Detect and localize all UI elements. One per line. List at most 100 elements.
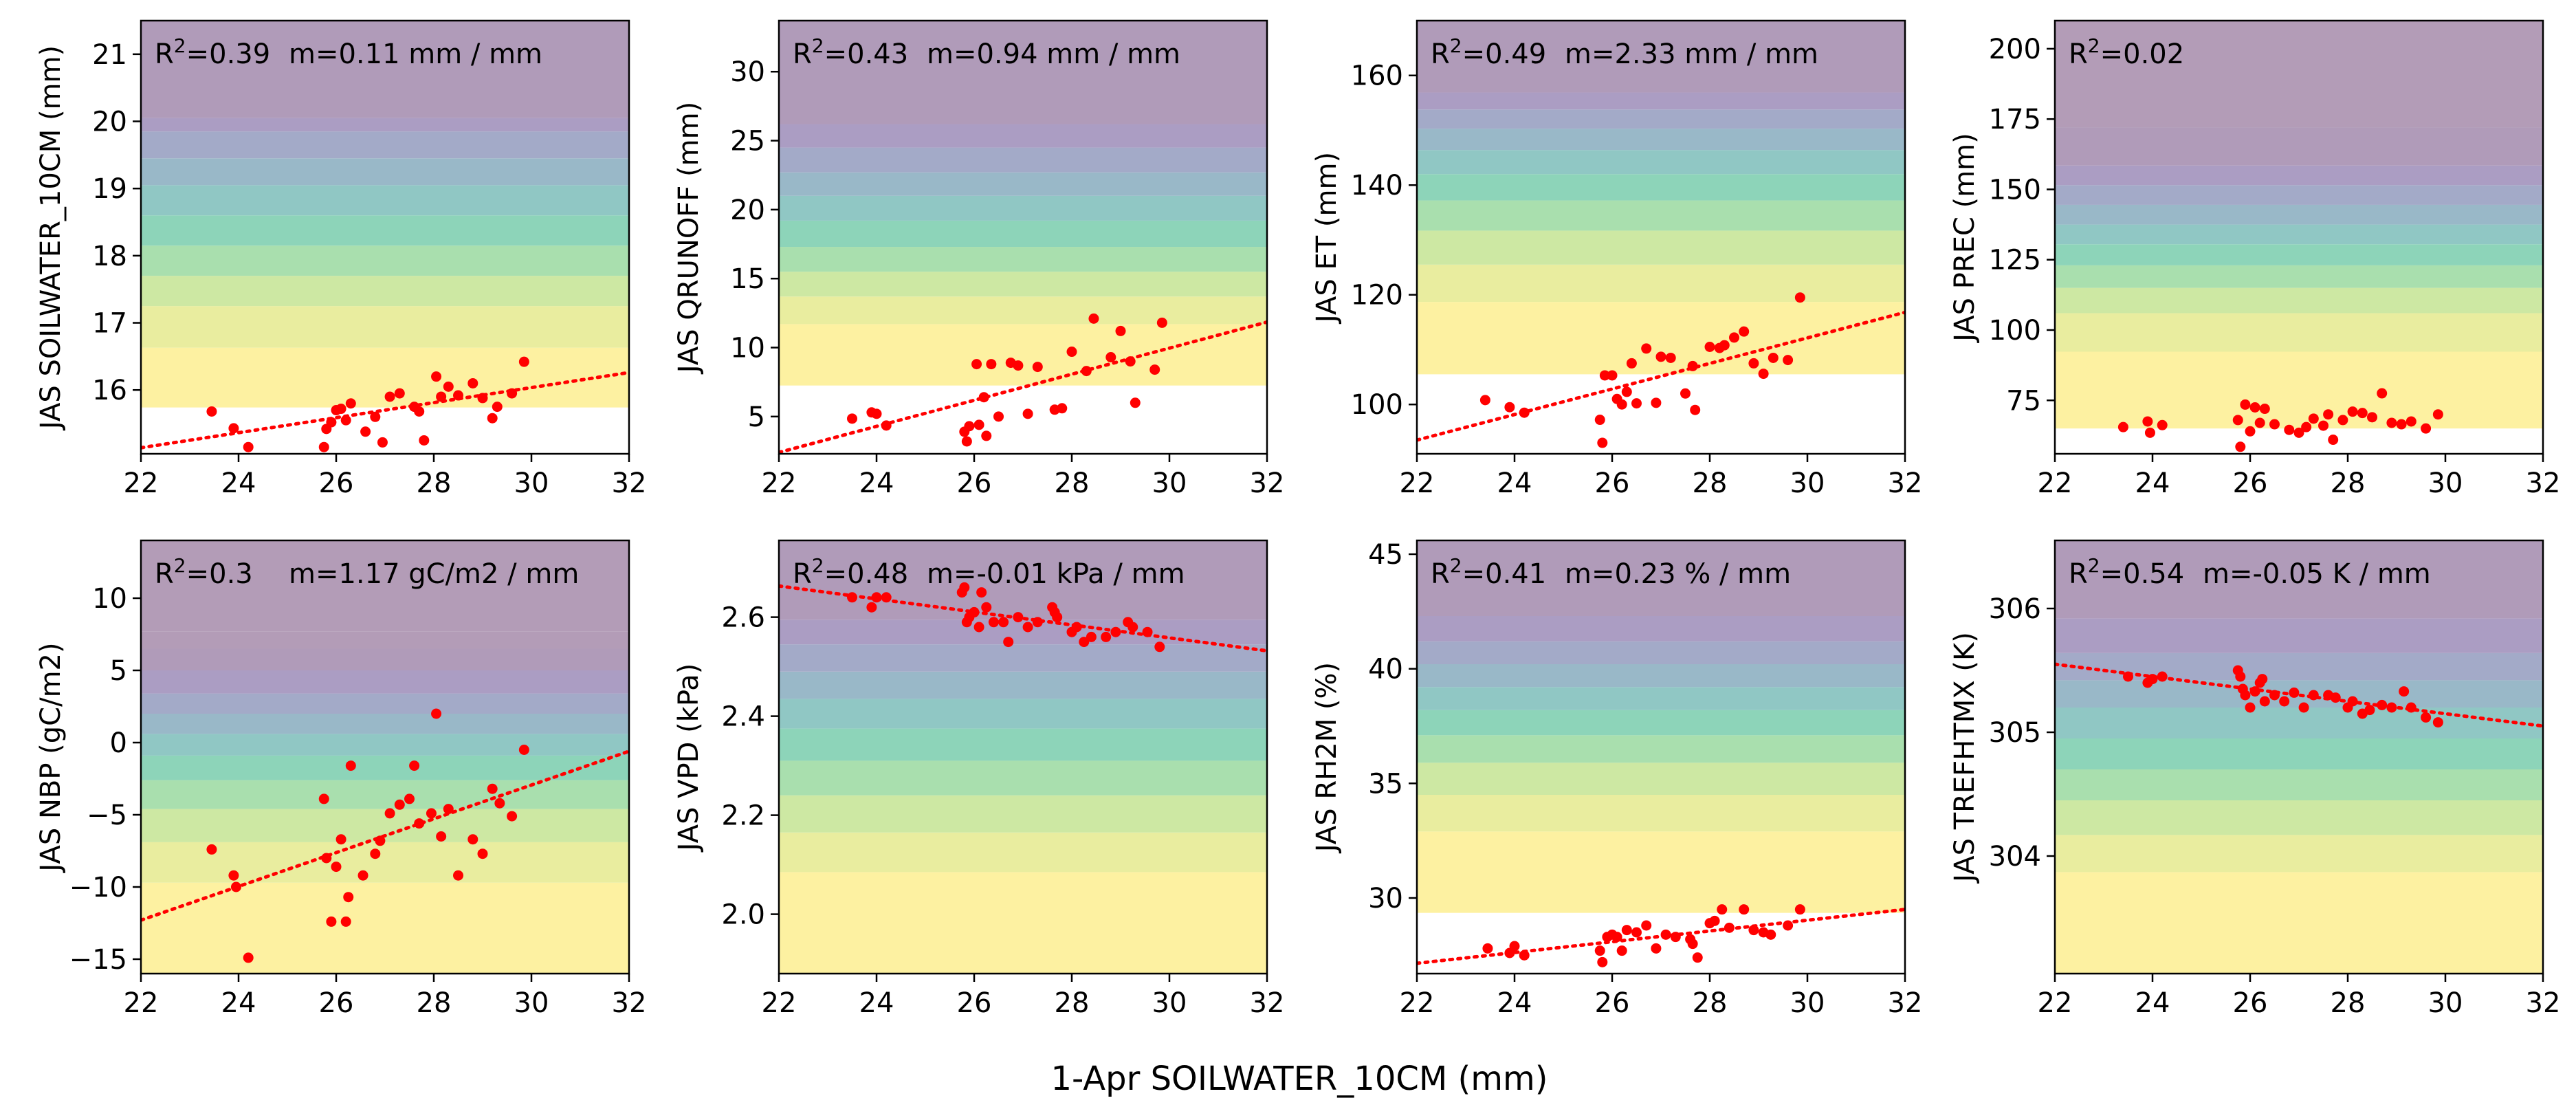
panel-3: 22 24 26 28 30 32 100 120 140 160 JAS ET (mm) R2=0.… xyxy=(1311,19,1923,499)
data-point xyxy=(331,862,342,873)
trend-line xyxy=(779,320,1267,454)
data-point xyxy=(973,622,984,633)
band xyxy=(1417,616,1905,642)
y-axis-label: JAS SOILWATER_10CM (mm) xyxy=(35,45,67,431)
band xyxy=(2055,287,2543,314)
x-tick-label: 32 xyxy=(1888,468,1923,499)
data-point xyxy=(370,848,381,859)
data-point xyxy=(2257,674,2268,685)
data-point xyxy=(1079,637,1090,648)
data-point xyxy=(2142,416,2153,427)
data-point xyxy=(2377,699,2388,710)
data-point xyxy=(1631,398,1642,409)
x-tick-label: 24 xyxy=(2135,987,2170,1019)
data-point xyxy=(206,844,217,855)
data-point xyxy=(436,831,447,842)
band xyxy=(779,247,1267,272)
data-point xyxy=(1690,404,1701,415)
data-point xyxy=(1748,358,1759,369)
data-point xyxy=(1127,622,1138,633)
band xyxy=(1417,230,1905,265)
x-tick-label: 22 xyxy=(2038,468,2073,499)
data-point xyxy=(847,592,857,603)
data-point xyxy=(2289,687,2300,698)
data-point xyxy=(2323,409,2334,420)
x-tick-label: 30 xyxy=(1790,468,1825,499)
y-tick-label: 2.2 xyxy=(721,800,765,832)
data-point xyxy=(2347,696,2358,707)
band xyxy=(2055,224,2543,245)
data-point xyxy=(1154,642,1165,653)
data-point xyxy=(453,390,463,401)
data-point xyxy=(1130,397,1141,408)
band xyxy=(141,306,629,348)
data-point xyxy=(1748,925,1759,936)
data-point xyxy=(1105,352,1116,363)
data-point xyxy=(1739,904,1750,915)
y-tick-label: 21 xyxy=(92,39,127,71)
axes-frame xyxy=(2054,539,2544,975)
data-point xyxy=(2301,421,2312,432)
band xyxy=(779,296,1267,325)
band xyxy=(779,795,1267,833)
x-tick-label: 22 xyxy=(1400,468,1435,499)
data-point xyxy=(1631,927,1642,938)
panel-2: 22 24 26 28 30 32 5 10 15 20 25 30 JAS QRUNOFF (mm) R… xyxy=(673,19,1284,499)
r2-value: =0.3 xyxy=(186,558,253,590)
r2-superscript: 2 xyxy=(812,554,824,577)
band xyxy=(779,760,1267,796)
data-point xyxy=(1670,932,1681,943)
band xyxy=(141,693,629,714)
data-point xyxy=(384,808,395,819)
band xyxy=(779,620,1267,645)
x-tick-label: 28 xyxy=(417,468,452,499)
band xyxy=(2055,21,2543,128)
slope-annotation: m=2.33 mm / mm xyxy=(1565,39,1818,70)
data-point xyxy=(414,406,425,417)
data-point xyxy=(1717,904,1728,915)
band xyxy=(141,118,629,132)
y-tick-label: 30 xyxy=(730,56,765,88)
data-point xyxy=(1758,369,1769,380)
band xyxy=(141,780,629,809)
y-tick-label: 45 xyxy=(1368,539,1403,571)
data-point xyxy=(2330,692,2341,703)
data-point xyxy=(1597,956,1608,967)
data-point xyxy=(881,592,892,603)
data-point xyxy=(1594,415,1605,426)
plot-area xyxy=(779,582,1267,653)
x-tick-label: 22 xyxy=(124,468,159,499)
data-point xyxy=(986,359,997,370)
data-point xyxy=(1724,922,1735,933)
axes-frame xyxy=(1416,19,1906,455)
data-point xyxy=(426,808,437,819)
y-tick-label: 200 xyxy=(1989,34,2041,65)
data-point xyxy=(1692,952,1703,963)
y-tick-label: 17 xyxy=(92,308,127,340)
band xyxy=(1417,264,1905,303)
x-tick-label: 22 xyxy=(762,987,797,1019)
data-point xyxy=(1709,915,1720,926)
data-point xyxy=(394,388,405,399)
band xyxy=(2055,769,2543,800)
data-point xyxy=(1665,352,1676,363)
r2-value: =0.54 xyxy=(2100,558,2185,590)
band-group xyxy=(1417,540,1905,913)
r2-superscript: 2 xyxy=(174,554,186,577)
data-point xyxy=(2386,417,2397,428)
x-tick-label: 22 xyxy=(124,987,159,1019)
x-tick-label: 26 xyxy=(319,468,354,499)
band xyxy=(141,734,629,756)
y-tick-label: 16 xyxy=(92,375,127,406)
band xyxy=(779,124,1267,148)
band xyxy=(779,728,1267,761)
x-tick-label: 30 xyxy=(1152,987,1187,1019)
band xyxy=(1417,540,1905,616)
data-point xyxy=(453,870,463,881)
data-point xyxy=(507,388,518,399)
data-point xyxy=(518,356,529,367)
data-point xyxy=(431,708,442,719)
band xyxy=(1417,763,1905,795)
data-point xyxy=(230,881,241,892)
data-point xyxy=(477,848,488,859)
